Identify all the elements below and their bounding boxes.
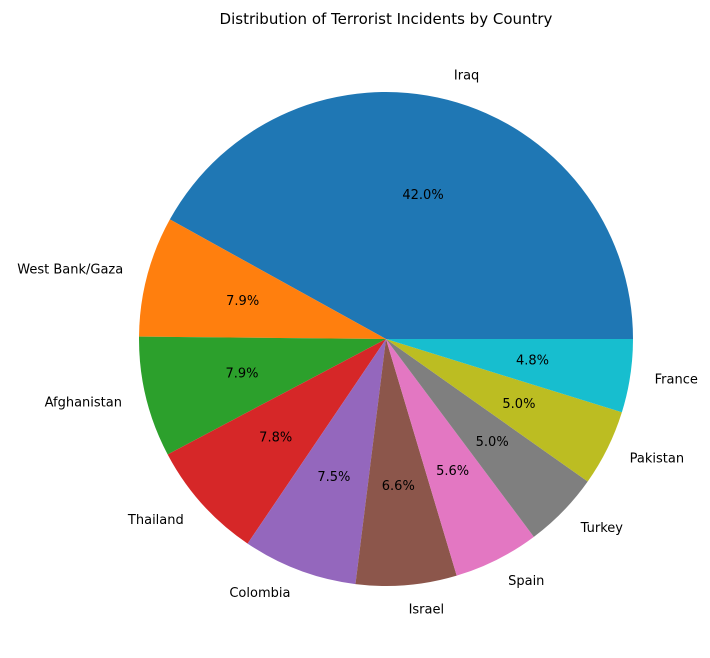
percentage-labels: 42.0% 7.9% 7.9% 7.8% 7.5% 6.6% 5.6% 5.0% 5.0% 4.8… (225, 188, 549, 494)
category-labels: Iraq West Bank/Gaza Afghanistan Thailand Col… (17, 68, 698, 617)
percent-label-turkey: 5.0% (476, 435, 509, 450)
category-label-colombia: Colombia (229, 586, 290, 601)
pie-slice-pakistan (386, 339, 622, 482)
percent-label-france: 4.8% (516, 354, 549, 369)
category-label-iraq: Iraq (454, 68, 479, 83)
category-label-turkey: Turkey (580, 521, 624, 536)
pie-slice-spain (386, 339, 534, 576)
pie-slice-west-bank-gaza (139, 219, 386, 339)
pie-slice-france (386, 339, 633, 413)
pie-slices (139, 91, 633, 586)
category-label-israel: Israel (409, 602, 445, 617)
percent-label-afghanistan: 7.9% (225, 367, 258, 382)
percent-label-colombia: 7.5% (317, 470, 350, 485)
pie-slice-afghanistan (139, 336, 386, 455)
percent-label-iraq: 42.0% (402, 188, 443, 203)
percent-label-pakistan: 5.0% (502, 397, 535, 412)
category-label-thailand: Thailand (127, 513, 184, 528)
category-label-france: France (655, 372, 698, 387)
chart-title: Distribution of Terrorist Incidents by C… (220, 10, 553, 28)
percent-label-west-bank-gaza: 7.9% (226, 294, 259, 309)
category-label-west-bank-gaza: West Bank/Gaza (17, 262, 123, 277)
category-label-pakistan: Pakistan (630, 452, 684, 467)
percent-label-israel: 6.6% (382, 479, 415, 494)
percent-label-spain: 5.6% (436, 464, 469, 479)
pie-slice-israel (355, 339, 457, 586)
percent-label-thailand: 7.8% (259, 430, 292, 445)
pie-slice-thailand (167, 339, 386, 544)
category-label-afghanistan: Afghanistan (45, 396, 122, 411)
pie-slice-iraq (169, 91, 633, 340)
category-label-spain: Spain (508, 574, 544, 589)
pie-slice-turkey (386, 339, 588, 537)
pie-slice-colombia (247, 339, 386, 585)
